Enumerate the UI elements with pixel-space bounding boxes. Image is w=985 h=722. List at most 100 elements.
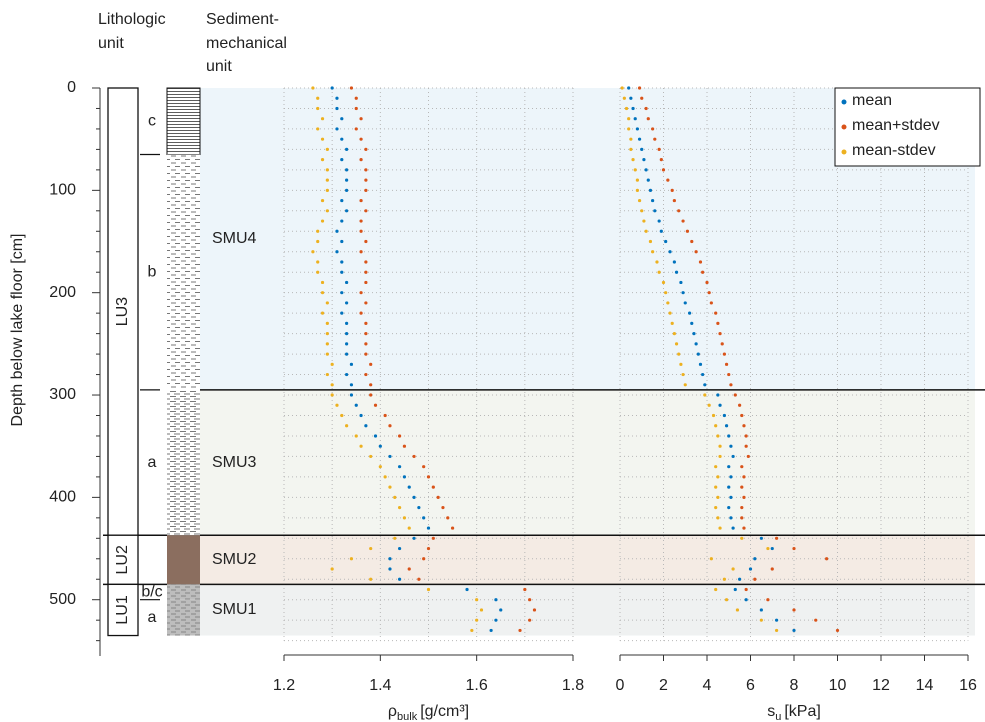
data-point	[835, 628, 840, 633]
data-point	[345, 178, 349, 182]
data-point	[718, 444, 722, 448]
data-point	[753, 577, 757, 581]
data-point	[345, 147, 349, 152]
data-point	[523, 587, 527, 592]
data-point	[359, 311, 363, 315]
data-point	[393, 536, 397, 540]
data-point	[417, 577, 421, 581]
legend-label: mean+stdev	[852, 117, 940, 134]
x-tick-label: 1.8	[562, 677, 584, 694]
data-point	[364, 168, 368, 172]
data-point	[441, 506, 445, 510]
data-point	[724, 424, 729, 428]
data-point	[740, 536, 744, 540]
data-point	[398, 434, 402, 438]
x-axis-title: su [kPa]	[767, 703, 821, 722]
data-point	[727, 506, 731, 510]
data-point	[369, 383, 373, 387]
data-point	[412, 495, 416, 499]
data-point	[335, 106, 339, 111]
y-tick-label: 400	[49, 489, 76, 506]
data-point	[742, 495, 746, 499]
data-point	[388, 454, 392, 459]
sediment-column	[166, 87, 201, 156]
smu-label: SMU3	[212, 454, 257, 471]
data-point	[716, 393, 720, 397]
data-point	[651, 198, 655, 203]
data-point	[325, 301, 329, 305]
data-point	[775, 628, 779, 633]
data-point	[528, 598, 532, 602]
data-point	[407, 567, 411, 571]
data-point	[624, 106, 629, 111]
data-point	[651, 127, 655, 131]
data-point	[661, 168, 666, 172]
lithologic-unit-box	[107, 87, 139, 536]
data-point	[742, 475, 746, 479]
data-point	[340, 198, 344, 203]
data-point	[340, 239, 344, 244]
data-point	[666, 178, 670, 182]
data-point	[718, 403, 722, 407]
data-point	[325, 342, 329, 346]
data-point	[672, 260, 676, 264]
data-point	[729, 475, 733, 479]
data-point	[718, 332, 722, 336]
data-point	[364, 270, 368, 274]
data-point	[335, 250, 339, 254]
data-point	[325, 352, 329, 356]
data-point	[722, 413, 727, 418]
data-point	[489, 628, 493, 633]
x-tick-label: 10	[829, 677, 847, 694]
data-point	[402, 516, 407, 520]
data-point	[340, 137, 344, 141]
data-point	[398, 546, 402, 551]
data-point	[532, 608, 537, 612]
data-point	[674, 270, 679, 274]
data-point	[766, 546, 770, 551]
data-point	[627, 127, 631, 131]
data-point	[659, 158, 663, 162]
data-point	[727, 465, 731, 469]
x-tick-label: 6	[746, 677, 755, 694]
data-point	[325, 209, 329, 213]
data-point	[714, 506, 718, 510]
data-point	[748, 567, 753, 571]
data-point	[316, 96, 320, 100]
data-point	[345, 188, 349, 192]
data-point	[653, 137, 657, 141]
legend-label: mean	[852, 92, 892, 109]
data-point	[359, 158, 363, 162]
data-point	[670, 188, 674, 192]
x-tick-label: 0	[616, 677, 625, 694]
data-point	[320, 311, 325, 315]
data-point	[627, 117, 631, 121]
data-point	[383, 413, 387, 418]
data-point	[644, 106, 648, 111]
subunit-label: a	[148, 609, 157, 626]
data-point	[359, 198, 363, 203]
data-point	[349, 383, 354, 387]
data-point	[475, 598, 479, 602]
data-point	[518, 628, 522, 633]
data-point	[320, 280, 325, 285]
data-point	[426, 587, 431, 592]
data-point	[759, 618, 763, 622]
data-point	[388, 424, 392, 428]
data-point	[354, 106, 358, 111]
smu-band	[200, 535, 975, 585]
data-point	[311, 250, 315, 254]
data-point	[659, 229, 663, 233]
data-point	[349, 86, 354, 90]
x-tick-label: 1.4	[369, 677, 391, 694]
data-point	[744, 587, 748, 592]
data-point	[631, 158, 635, 162]
header-smu: mechanical	[206, 35, 287, 52]
data-point	[681, 291, 685, 295]
data-point	[729, 383, 733, 387]
data-point	[729, 444, 733, 448]
data-point	[330, 567, 334, 571]
data-point	[664, 239, 668, 244]
data-point	[359, 250, 363, 254]
data-point	[740, 465, 744, 469]
